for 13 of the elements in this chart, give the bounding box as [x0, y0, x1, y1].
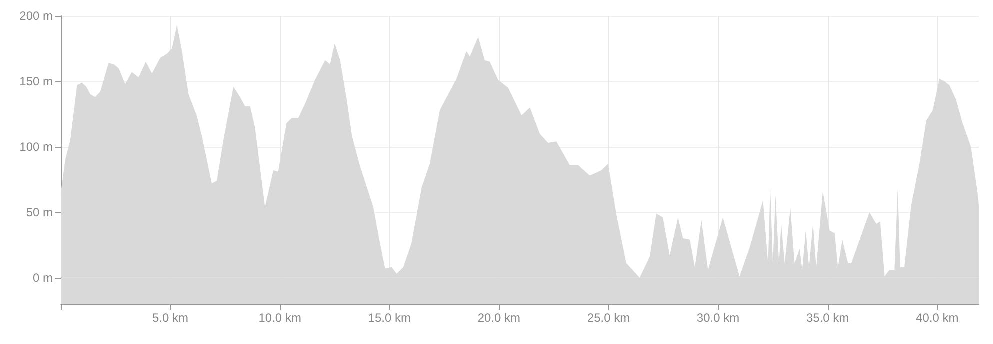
- x-tick-label: 15.0 km: [368, 311, 411, 325]
- x-tick-label: 10.0 km: [258, 311, 302, 325]
- y-tick-label: 0 m: [32, 270, 53, 285]
- y-tick-label: 200 m: [20, 9, 53, 23]
- y-tick-label: 100 m: [20, 140, 53, 154]
- x-tick-label: 40.0 km: [916, 311, 959, 325]
- x-tick-label: 5.0 km: [152, 311, 189, 325]
- x-tick-label: 30.0 km: [696, 311, 740, 325]
- x-tick-label: 20.0 km: [478, 311, 521, 325]
- x-tick-label: 35.0 km: [806, 311, 850, 325]
- y-tick-label: 50 m: [26, 205, 53, 220]
- x-tick-label: 25.0 km: [587, 311, 630, 325]
- y-tick-label: 150 m: [20, 74, 53, 88]
